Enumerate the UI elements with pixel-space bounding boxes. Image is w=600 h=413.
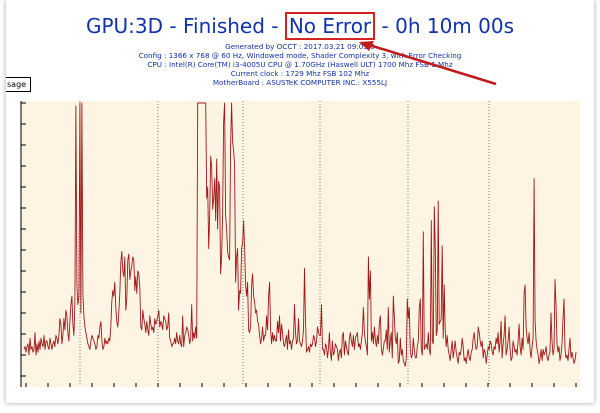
cpu-line: CPU : Intel(R) Core(TM) i3-4005U CPU @ 1… bbox=[147, 60, 453, 69]
generated-line: Generated by OCCT : 2017.03.21 09:03:0 bbox=[225, 42, 375, 51]
arrow-shaft bbox=[365, 42, 497, 86]
report-title: GPU:3D - Finished - No Error - 0h 10m 00… bbox=[6, 12, 594, 40]
usage-chart bbox=[20, 101, 580, 387]
motherboard-line: MotherBoard : ASUSTeK COMPUTER INC.: X55… bbox=[212, 78, 388, 87]
title-prefix: GPU:3D - Finished - bbox=[85, 14, 285, 38]
legend-box: sage bbox=[6, 77, 32, 92]
plot-background bbox=[20, 101, 580, 387]
annotation-arrow bbox=[359, 41, 497, 86]
gpu-usage-series bbox=[23, 102, 577, 367]
arrow-head bbox=[359, 41, 374, 51]
title-suffix: - 0h 10m 00s bbox=[375, 14, 515, 38]
config-line: Config : 1366 x 768 @ 60 Hz, Windowed mo… bbox=[138, 51, 462, 60]
report-window: GPU:3D - Finished - No Error - 0h 10m 00… bbox=[6, 0, 594, 403]
clock-line: Current clock : 1729 Mhz FSB 102 Mhz bbox=[230, 69, 370, 78]
legend-label: sage bbox=[7, 80, 27, 89]
no-error-status: No Error bbox=[284, 12, 376, 40]
